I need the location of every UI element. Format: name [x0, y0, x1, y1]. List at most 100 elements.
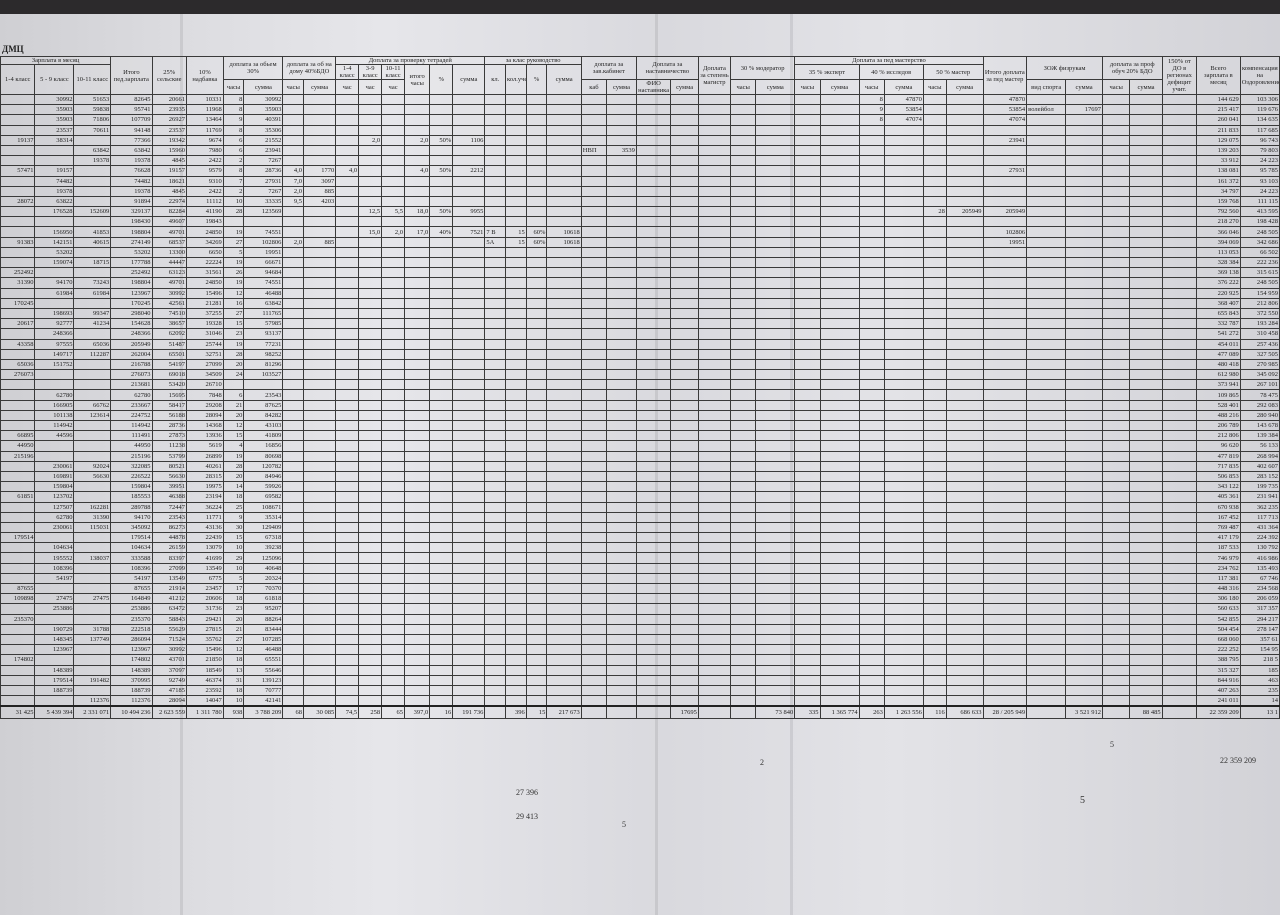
header-zoj-kind: вид спорта: [1026, 79, 1067, 95]
cell-modS: [755, 338, 796, 350]
cell-modH: [730, 593, 757, 605]
cell-profH: [1101, 328, 1131, 340]
cell-p59: 2,0: [358, 134, 383, 146]
cell-obH: 18: [222, 654, 245, 666]
cell-kabS: [606, 552, 637, 564]
cell-mag: [697, 287, 732, 299]
cell-klS: [546, 399, 582, 411]
cell-pedTot: [982, 246, 1028, 259]
cell-pH: [404, 430, 431, 442]
cell-obS: 55646: [243, 664, 284, 676]
cell-def: [1161, 613, 1198, 625]
cell-pedTot: 53854: [982, 104, 1028, 116]
cell-def: [1161, 450, 1198, 462]
cell-c14: [0, 175, 36, 187]
cell-p14: [335, 491, 360, 503]
cell-def: [1161, 328, 1198, 340]
cell-masS: [945, 134, 984, 146]
cell-nadb: 2422: [185, 185, 224, 197]
cell-p14: [335, 379, 360, 391]
cell-kab: [580, 124, 608, 136]
cell-total: 139 203: [1196, 144, 1241, 157]
cell-komp: 119 676: [1239, 104, 1280, 116]
cell-pH: [404, 460, 431, 472]
cell-p14: [335, 664, 360, 676]
cell-zojS: [1065, 542, 1103, 554]
cell-profH: [1101, 399, 1131, 411]
cell-kab: [580, 603, 608, 615]
cell-zojS: [1065, 226, 1103, 238]
cell-nastS: [670, 318, 699, 330]
cell-domH: 9,5: [282, 195, 305, 208]
cell-zojS: [1065, 256, 1103, 269]
cell-profH: [1101, 175, 1131, 187]
cell-zojV: [1026, 460, 1067, 472]
footer-note: 29 413: [516, 812, 538, 821]
cell-obH: 27: [222, 633, 245, 646]
cell-klPct: [525, 93, 548, 106]
cell-nadb: 14368: [185, 419, 224, 432]
cell-profS: [1129, 674, 1163, 686]
cell-domH: [282, 552, 305, 564]
cell-p14: [335, 470, 360, 483]
cell-mag: [697, 603, 732, 615]
cell-c14: 31390: [0, 277, 36, 289]
cell-modH: [730, 684, 757, 697]
cell-kabS: [606, 338, 637, 350]
cell-obS: 67318: [243, 532, 284, 544]
cell-total: 328 384: [1196, 256, 1241, 269]
cell-kab: [580, 307, 608, 320]
cell-profS: [1129, 552, 1163, 564]
cell-profH: [1101, 521, 1131, 534]
cell-obS: 125096: [243, 552, 284, 564]
cell-c14: [0, 348, 36, 360]
cell-p59: [358, 389, 383, 401]
cell-c1011: 63842: [73, 144, 112, 157]
cell-domS: [303, 552, 337, 564]
cell-p59: [358, 338, 383, 350]
cell-ped: 198804: [110, 226, 153, 238]
cell-pPct: 50%: [429, 206, 454, 218]
cell-masS: [945, 613, 984, 625]
cell-pS: [452, 358, 486, 371]
header-pedm: Доплата за пед мастерство: [794, 56, 984, 65]
cell-ped: 154628: [110, 318, 153, 330]
cell-pPct: [429, 287, 454, 299]
cell-p14: [335, 633, 360, 646]
cell-obS: 95207: [243, 603, 284, 615]
cell-klN: [505, 674, 527, 686]
cell-modS: [755, 399, 796, 411]
cell-c14: [0, 664, 36, 676]
cell-issH: [858, 695, 885, 707]
cell-modH: [730, 511, 757, 523]
cell-expH: [794, 521, 821, 534]
cell-pPct: [429, 307, 454, 320]
cell-profH: [1101, 144, 1131, 157]
cell-issH: [858, 460, 885, 472]
cell-expH: [794, 155, 821, 167]
cell-expH: [794, 481, 821, 493]
cell-profH: [1101, 532, 1131, 544]
cell-modS: [755, 206, 796, 218]
cell-pPct: [429, 562, 454, 574]
cell-expS: [819, 664, 860, 676]
cell-zojS: [1065, 379, 1103, 391]
cell-profS: [1129, 379, 1163, 391]
cell-pS: [452, 267, 486, 279]
cell-def: [1161, 419, 1198, 432]
cell-kabS: [606, 328, 637, 340]
cell-p1011: [381, 572, 406, 585]
cell-expH: [794, 582, 821, 595]
cell-komp: 372 550: [1239, 307, 1280, 320]
cell-p1011: [381, 267, 406, 279]
cell-mag: [697, 124, 732, 136]
cell-p14: [335, 654, 360, 666]
cell-obS: 120782: [243, 460, 284, 472]
cell-domH: [282, 521, 305, 534]
cell-sel: 15960: [151, 144, 187, 157]
cell-komp: 292 083: [1239, 399, 1280, 411]
cell-kab: [580, 267, 608, 279]
cell-sel: 37097: [151, 664, 187, 676]
cell-nadb: 34269: [185, 236, 224, 248]
cell-modS: [755, 633, 796, 646]
